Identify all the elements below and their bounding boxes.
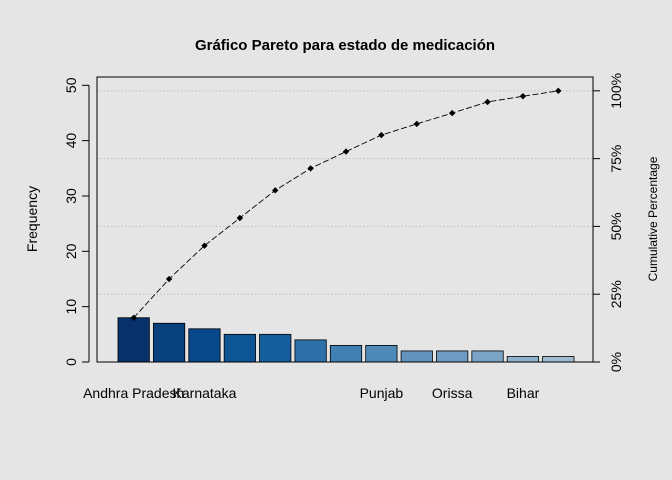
grid-lines xyxy=(97,90,593,295)
bar xyxy=(471,350,504,363)
cumulative-point xyxy=(272,187,279,194)
cumulative-point xyxy=(484,98,491,106)
bar xyxy=(329,344,363,363)
bar xyxy=(436,350,469,363)
y-tick-label: 30 xyxy=(63,188,79,204)
y-axis-left: 0 10 20 30 40 50 xyxy=(63,77,90,366)
chart-title: Gráfico Pareto para estado de medicación xyxy=(195,37,495,54)
x-tick-label: Andhra Pradesh xyxy=(83,385,184,401)
y-axis-right: 0% 25% 50% 75% 100% xyxy=(592,73,624,372)
y2-tick-label: 25% xyxy=(608,280,624,308)
cumulative-point xyxy=(555,87,562,95)
y-tick-label: 50 xyxy=(63,77,79,93)
cumulative-line xyxy=(130,87,562,322)
cumulative-point xyxy=(378,131,385,139)
cumulative-point xyxy=(519,93,527,100)
x-tick-label: Karnataka xyxy=(173,385,237,401)
cumulative-point xyxy=(413,120,420,128)
bar xyxy=(188,328,221,363)
bar xyxy=(506,356,540,363)
x-tick-label: Punjab xyxy=(360,385,404,401)
bar xyxy=(542,356,575,363)
y-tick-label: 40 xyxy=(63,133,79,149)
cumulative-point xyxy=(448,109,456,117)
bar xyxy=(294,339,327,363)
y2-tick-label: 75% xyxy=(608,145,624,173)
bar xyxy=(400,350,433,363)
cumulative-point xyxy=(165,275,173,283)
y-axis-label: Frequency xyxy=(24,186,40,252)
y2-tick-label: 50% xyxy=(608,212,624,240)
y2-tick-label: 0% xyxy=(608,352,624,372)
bar xyxy=(152,322,186,363)
y-tick-label: 0 xyxy=(63,358,79,366)
y2-axis-label: Cumulative Percentage xyxy=(646,156,660,281)
bar xyxy=(223,333,256,363)
cumulative-point xyxy=(201,242,208,249)
bar xyxy=(365,344,398,363)
bar xyxy=(259,333,292,363)
cumulative-point xyxy=(342,148,350,155)
x-tick-label: Bihar xyxy=(507,385,540,401)
y-tick-label: 10 xyxy=(63,299,79,315)
cumulative-point xyxy=(307,165,314,172)
x-tick-label: Orissa xyxy=(432,385,473,401)
y-tick-label: 20 xyxy=(63,243,79,259)
y2-tick-label: 100% xyxy=(608,73,624,109)
cumulative-point xyxy=(130,314,137,322)
bar xyxy=(117,317,150,363)
cumulative-point xyxy=(236,214,244,222)
